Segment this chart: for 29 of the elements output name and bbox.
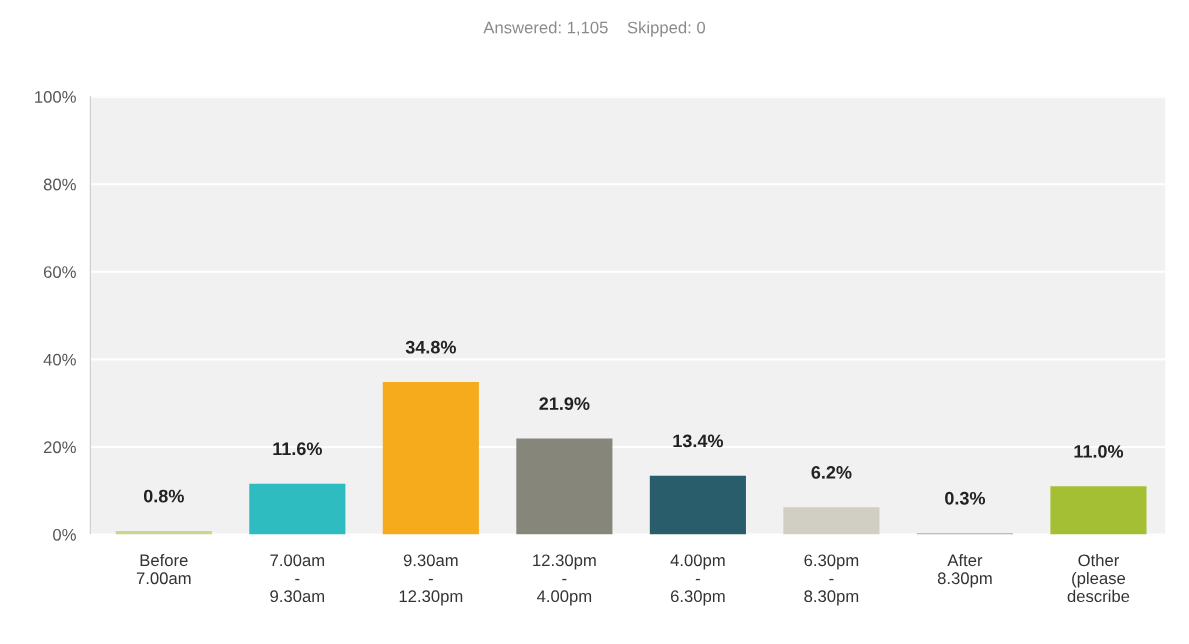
- data-label: 0.8%: [143, 489, 184, 503]
- x-tick-label: 12.30pm - 4.00pm: [533, 554, 596, 606]
- y-tick-label: 0%: [53, 528, 76, 541]
- bar: [516, 438, 613, 535]
- data-label: 11.6%: [273, 442, 322, 456]
- x-tick-label: Before 7.00am: [136, 553, 191, 585]
- data-label: 0.3%: [945, 491, 986, 505]
- x-tick-label: 6.30pm - 8.30pm: [804, 554, 859, 606]
- x-tick-label: Other (please describe: [1067, 553, 1130, 603]
- data-label: 34.8%: [405, 340, 456, 354]
- bar: [249, 483, 346, 535]
- data-label: 6.2%: [811, 466, 852, 479]
- bar: [783, 507, 880, 535]
- y-tick-label: 80%: [43, 178, 76, 191]
- y-tick-label: 20%: [43, 441, 76, 454]
- bar: [1050, 486, 1147, 535]
- chart-title: Answered: 1,105 Skipped: 0: [483, 21, 706, 37]
- bar: [649, 475, 746, 535]
- x-tick-label: 4.00pm - 6.30pm: [670, 554, 725, 606]
- data-label: 13.4%: [673, 434, 724, 448]
- x-tick-label: 9.30am - 12.30pm: [399, 554, 463, 606]
- data-label: 21.9%: [539, 397, 590, 411]
- y-tick-label: 100%: [35, 91, 76, 103]
- data-label: 11.0%: [1074, 444, 1124, 458]
- y-tick-label: 40%: [43, 353, 76, 366]
- y-tick-label: 60%: [43, 266, 76, 278]
- bar: [382, 382, 479, 535]
- x-tick-label: 7.00am - 9.30am: [270, 554, 325, 603]
- x-tick-label: After 8.30pm: [937, 553, 992, 588]
